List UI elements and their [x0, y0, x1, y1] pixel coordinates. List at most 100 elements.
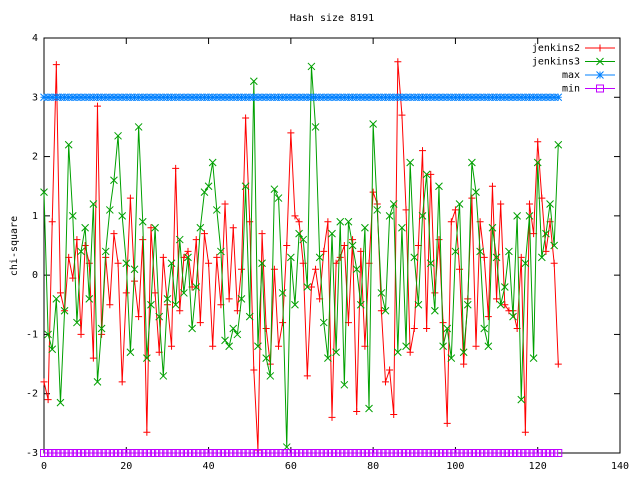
point-marker — [258, 259, 266, 268]
point-marker — [245, 312, 254, 321]
point-marker — [361, 223, 369, 232]
legend-marker — [596, 44, 604, 52]
point-marker — [287, 253, 295, 262]
point-marker — [283, 242, 291, 249]
x-tick-label: 60 — [285, 461, 297, 472]
point-marker — [110, 230, 118, 238]
point-marker — [393, 93, 402, 102]
point-marker — [249, 77, 258, 86]
point-marker — [336, 217, 345, 226]
point-marker — [418, 93, 427, 102]
point-marker — [460, 360, 468, 368]
point-marker — [258, 93, 266, 102]
point-marker — [262, 93, 271, 102]
point-marker — [122, 259, 131, 268]
y-axis-label: chi-square — [9, 216, 20, 276]
point-marker — [431, 306, 439, 315]
point-marker — [472, 188, 480, 196]
point-marker — [212, 93, 221, 102]
point-marker — [513, 93, 521, 102]
point-marker — [106, 301, 114, 309]
point-marker — [365, 404, 373, 413]
point-marker — [340, 242, 348, 249]
point-marker — [48, 345, 57, 354]
point-marker — [381, 93, 390, 102]
point-marker — [459, 348, 468, 357]
point-marker — [122, 93, 131, 102]
point-marker — [147, 224, 155, 232]
point-marker — [554, 93, 563, 102]
point-marker — [192, 93, 201, 102]
point-marker — [303, 93, 312, 102]
point-marker — [134, 123, 143, 131]
point-marker — [89, 93, 98, 102]
point-marker — [64, 140, 73, 149]
point-marker — [488, 93, 497, 102]
point-marker — [529, 354, 538, 362]
point-marker — [311, 123, 320, 131]
point-marker — [488, 182, 496, 190]
point-marker — [352, 265, 361, 274]
point-marker — [509, 312, 517, 321]
point-marker — [274, 194, 283, 202]
y-tick-label: 4 — [32, 33, 38, 44]
point-marker — [352, 93, 361, 102]
point-marker — [229, 324, 238, 333]
point-marker — [439, 342, 447, 351]
point-marker — [348, 241, 357, 250]
point-marker — [439, 319, 447, 327]
point-marker — [151, 223, 159, 232]
point-marker — [509, 93, 517, 102]
point-marker — [40, 93, 48, 102]
point-marker — [332, 348, 340, 357]
point-marker — [130, 93, 139, 102]
point-marker — [262, 325, 270, 332]
point-marker — [348, 93, 357, 102]
point-marker — [455, 93, 464, 102]
point-marker — [500, 283, 509, 291]
point-marker — [134, 93, 143, 102]
point-marker — [287, 129, 295, 137]
point-marker — [484, 342, 493, 351]
point-marker — [373, 93, 382, 102]
point-marker — [237, 265, 245, 273]
point-marker — [307, 283, 315, 291]
point-marker — [529, 93, 538, 102]
point-marker — [542, 229, 550, 238]
point-marker — [480, 253, 488, 261]
x-tick-label: 80 — [367, 461, 379, 472]
point-marker — [205, 259, 213, 267]
point-marker — [274, 93, 283, 102]
point-marker — [414, 93, 423, 102]
point-marker — [377, 289, 386, 297]
point-marker — [114, 131, 122, 140]
point-marker — [328, 229, 336, 238]
point-marker — [542, 247, 550, 255]
point-marker — [525, 93, 534, 102]
point-marker — [175, 93, 184, 102]
point-marker — [81, 223, 89, 232]
point-marker — [320, 247, 328, 255]
point-marker — [118, 378, 126, 386]
point-marker — [554, 360, 562, 368]
point-marker — [356, 300, 365, 309]
point-marker — [130, 265, 139, 274]
point-marker — [328, 413, 336, 421]
point-marker — [533, 158, 542, 167]
point-marker — [394, 58, 402, 66]
point-marker — [266, 372, 275, 380]
point-marker — [147, 93, 155, 102]
point-marker — [534, 138, 542, 146]
point-marker — [192, 283, 201, 291]
point-marker — [237, 93, 246, 102]
point-marker — [254, 446, 262, 454]
point-marker — [443, 93, 452, 102]
point-marker — [336, 253, 344, 261]
point-marker — [85, 93, 94, 102]
point-marker — [303, 283, 312, 291]
point-marker — [52, 61, 60, 69]
point-marker — [542, 93, 550, 102]
point-marker — [435, 93, 443, 102]
point-marker — [344, 217, 353, 226]
